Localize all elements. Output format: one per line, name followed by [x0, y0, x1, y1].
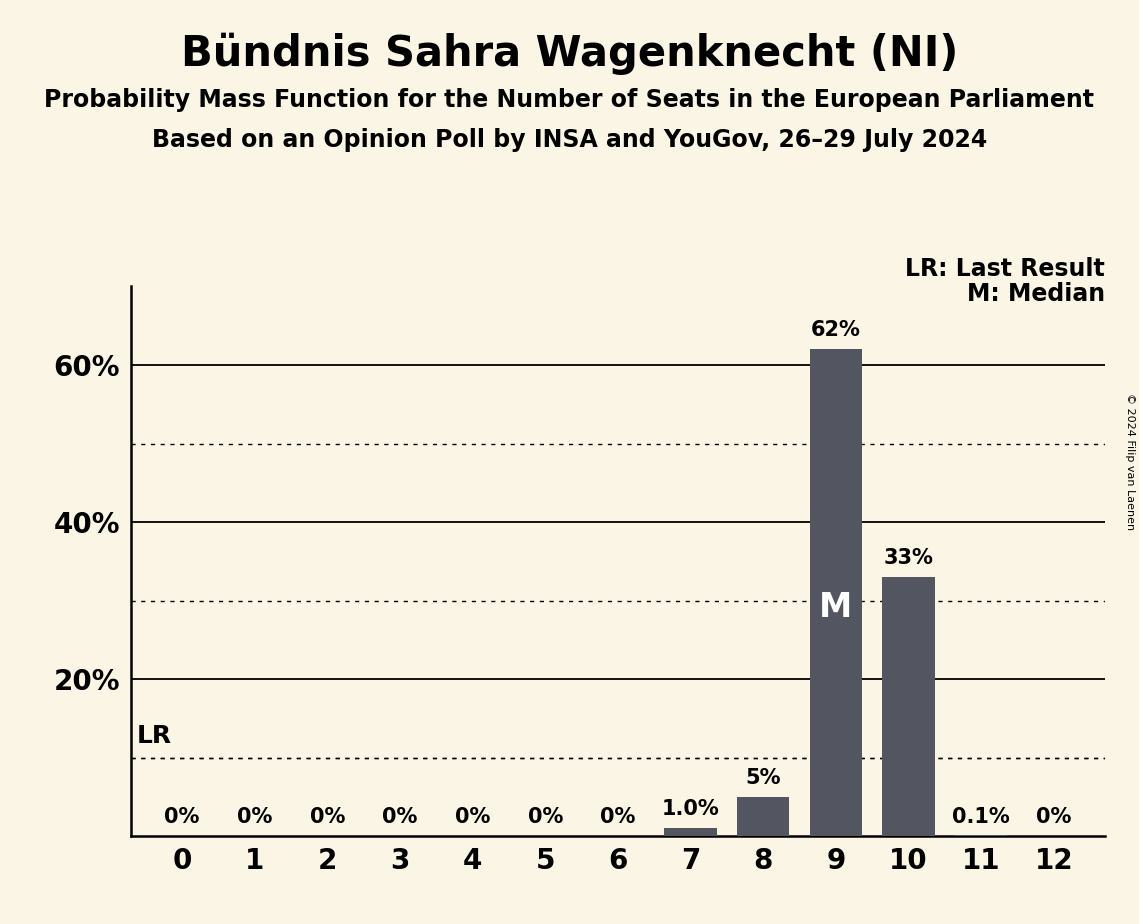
Text: 0%: 0% [454, 807, 490, 827]
Text: 0%: 0% [310, 807, 345, 827]
Bar [664, 828, 716, 836]
Text: M: M [819, 590, 853, 624]
Text: LR: LR [137, 724, 172, 748]
Bar [810, 349, 862, 836]
Text: © 2024 Filip van Laenen: © 2024 Filip van Laenen [1125, 394, 1134, 530]
Text: 5%: 5% [746, 768, 781, 787]
Text: Based on an Opinion Poll by INSA and YouGov, 26–29 July 2024: Based on an Opinion Poll by INSA and You… [151, 128, 988, 152]
Text: 0%: 0% [237, 807, 272, 827]
Text: 0%: 0% [527, 807, 563, 827]
Text: 33%: 33% [884, 548, 934, 567]
Text: 1.0%: 1.0% [662, 799, 720, 819]
Bar [737, 796, 789, 836]
Text: M: Median: M: Median [967, 282, 1105, 306]
Text: 0%: 0% [1036, 807, 1072, 827]
Text: LR: Last Result: LR: Last Result [906, 257, 1105, 281]
Text: 62%: 62% [811, 320, 861, 340]
Text: Probability Mass Function for the Number of Seats in the European Parliament: Probability Mass Function for the Number… [44, 88, 1095, 112]
Text: 0%: 0% [164, 807, 199, 827]
Text: 0.1%: 0.1% [952, 807, 1010, 827]
Text: 0%: 0% [600, 807, 636, 827]
Text: Bündnis Sahra Wagenknecht (NI): Bündnis Sahra Wagenknecht (NI) [181, 32, 958, 75]
Text: 0%: 0% [383, 807, 418, 827]
Bar [883, 577, 935, 836]
